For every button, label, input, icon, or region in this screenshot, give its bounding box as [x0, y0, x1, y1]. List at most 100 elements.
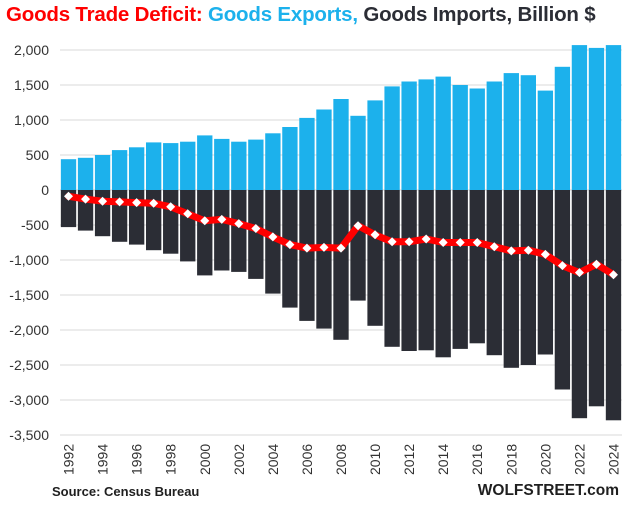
deficit-marker — [421, 234, 431, 244]
title-deficit: Goods Trade Deficit: — [6, 3, 203, 26]
y-tick-label: -1,500 — [9, 287, 49, 303]
export-bar — [180, 141, 196, 190]
x-tick-label: 2024 — [605, 444, 621, 475]
x-tick-label: 2020 — [537, 444, 553, 475]
deficit-marker — [591, 259, 601, 269]
import-bar — [520, 190, 536, 365]
export-bar — [94, 155, 111, 190]
title-imports: Goods Imports, Billion $ — [363, 3, 596, 26]
deficit-marker — [319, 242, 329, 252]
import-bar — [163, 190, 179, 254]
import-bar — [265, 190, 281, 294]
export-bar — [146, 142, 162, 190]
y-tick-label: -3,000 — [9, 392, 49, 408]
y-tick-label: 1,000 — [14, 112, 49, 128]
deficit-marker — [336, 243, 346, 253]
deficit-marker — [472, 238, 482, 247]
import-bar — [435, 190, 451, 358]
deficit-marker — [132, 198, 142, 208]
export-bar — [333, 99, 349, 190]
deficit-marker — [285, 240, 295, 250]
x-tick-label: 2000 — [197, 444, 213, 475]
export-bar — [77, 157, 94, 190]
title-exports: Goods Exports, — [207, 3, 358, 26]
export-bar — [197, 135, 213, 190]
export-bar — [299, 117, 315, 190]
deficit-marker — [608, 270, 618, 280]
export-bar — [282, 127, 298, 190]
x-tick-label: 2018 — [503, 444, 519, 475]
y-tick-label: 0 — [41, 182, 49, 198]
deficit-marker — [98, 196, 108, 206]
import-bar — [197, 190, 213, 276]
x-tick-label: 2010 — [367, 444, 383, 475]
export-bar — [367, 100, 383, 190]
export-bar — [111, 150, 128, 190]
import-bar — [588, 190, 605, 407]
export-bar — [418, 79, 434, 190]
y-tick-label: -2,000 — [9, 322, 49, 338]
x-tick-label: 2014 — [435, 444, 451, 475]
deficit-marker — [489, 242, 499, 252]
export-bar — [452, 85, 468, 190]
deficit-marker — [183, 209, 193, 219]
import-bar — [554, 190, 571, 390]
export-bar — [486, 81, 502, 190]
x-tick-label: 2022 — [571, 444, 587, 475]
x-tick-label: 2016 — [469, 444, 485, 475]
export-bar — [520, 75, 536, 190]
y-tick-label: 500 — [26, 147, 50, 163]
export-bar — [214, 138, 230, 190]
deficit-marker — [268, 232, 278, 242]
export-bar — [265, 133, 281, 190]
export-bar — [503, 73, 519, 190]
import-bar — [384, 190, 400, 347]
export-bar — [435, 76, 451, 190]
x-tick-label: 1994 — [95, 444, 111, 475]
export-bar — [350, 115, 366, 190]
deficit-marker — [302, 243, 312, 253]
x-tick-label: 2004 — [265, 444, 281, 475]
deficit-marker — [387, 237, 397, 247]
export-bar — [554, 66, 571, 190]
deficit-marker — [64, 191, 74, 201]
import-bar — [571, 190, 588, 419]
deficit-marker — [115, 197, 125, 207]
export-bar — [231, 141, 247, 190]
export-bar — [128, 147, 145, 190]
export-bar — [316, 109, 332, 190]
deficit-marker — [81, 194, 91, 204]
bars — [60, 45, 622, 421]
brand-label: WOLFSTREET.com — [477, 482, 619, 499]
import-bar — [418, 190, 434, 351]
import-bar — [469, 190, 485, 344]
y-tick-label: 2,000 — [14, 42, 49, 58]
x-axis-labels: 1992 1994 1996 1998 2000 2002 2004 2006 2008 2010… — [61, 444, 622, 475]
import-bar — [180, 190, 196, 262]
deficit-line — [64, 191, 618, 280]
deficit-marker — [455, 238, 465, 247]
source-note: Source: Census Bureau — [52, 484, 200, 499]
import-bar — [605, 190, 622, 421]
export-bar — [605, 45, 622, 190]
deficit-marker — [557, 261, 567, 271]
y-tick-label: -2,500 — [9, 357, 49, 373]
y-tick-label: -3,500 — [9, 427, 49, 443]
import-bar — [486, 190, 502, 356]
deficit-marker — [370, 230, 380, 240]
x-tick-label: 2008 — [333, 444, 349, 475]
import-bar — [401, 190, 417, 351]
deficit-marker — [353, 221, 363, 231]
import-bar — [299, 190, 315, 321]
export-bar — [401, 81, 417, 190]
deficit-marker — [404, 237, 414, 247]
deficit-marker — [523, 245, 533, 255]
export-bar — [384, 86, 400, 190]
import-bar — [316, 190, 332, 329]
x-tick-label: 1996 — [129, 444, 145, 475]
import-bar — [248, 190, 264, 279]
y-axis-labels: 2,000 1,500 1,000 500 0 -500 -1,000 -1,500 -2,00… — [9, 42, 49, 443]
import-bar — [350, 190, 366, 301]
export-bar — [163, 143, 179, 190]
